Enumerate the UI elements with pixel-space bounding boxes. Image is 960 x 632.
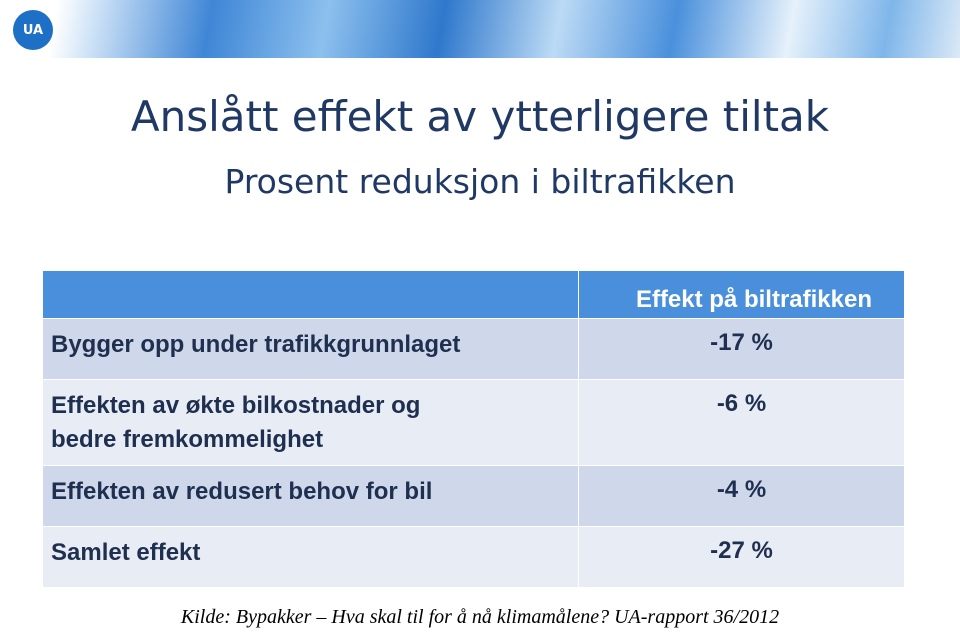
row-value: -4 %	[578, 465, 905, 527]
logo: UA	[13, 10, 53, 50]
table-row: Samlet effekt -27 %	[42, 526, 905, 588]
row-label-line: bedre fremkommelighet	[51, 426, 324, 453]
row-value: -6 %	[578, 379, 905, 466]
subtitle: Prosent reduksjon i biltrafikken	[224, 162, 736, 201]
row-label-line: Samlet effekt	[51, 539, 201, 566]
row-label: Bygger opp under trafikkgrunnlaget	[42, 318, 579, 380]
header-cell: Effekt på biltrafikken	[578, 270, 905, 319]
source: Kilde: Bypakker – Hva skal til for å nå …	[180, 606, 780, 628]
header-cell	[42, 270, 579, 319]
table-row: Effekten av økte bilkostnader og bedre fr…	[42, 379, 905, 466]
row-label-line: Effekten av redusert behov for bil	[51, 478, 433, 505]
title: Anslått effekt av ytterligere tiltak	[130, 92, 830, 141]
banner	[0, 0, 960, 58]
table-body: Bygger opp under trafikkgrunnlaget -17 % E…	[42, 318, 905, 588]
table-row: Effekten av redusert behov for bil -4 %	[42, 465, 905, 527]
row-value: -17 %	[578, 318, 905, 380]
row-label: Effekten av økte bilkostnader og bedre fr…	[42, 379, 579, 466]
table-row: Bygger opp under trafikkgrunnlaget -17 %	[42, 318, 905, 380]
row-label: Effekten av redusert behov for bil	[42, 465, 579, 527]
row-label: Samlet effekt	[42, 526, 579, 588]
row-label-line: Bygger opp under trafikkgrunnlaget	[51, 331, 461, 358]
row-value: -27 %	[578, 526, 905, 588]
table: Effekt på biltrafikken Bygger opp under …	[42, 270, 905, 588]
header-row: Effekt på biltrafikken	[42, 270, 905, 319]
row-label-line: Effekten av økte bilkostnader og	[51, 392, 421, 419]
